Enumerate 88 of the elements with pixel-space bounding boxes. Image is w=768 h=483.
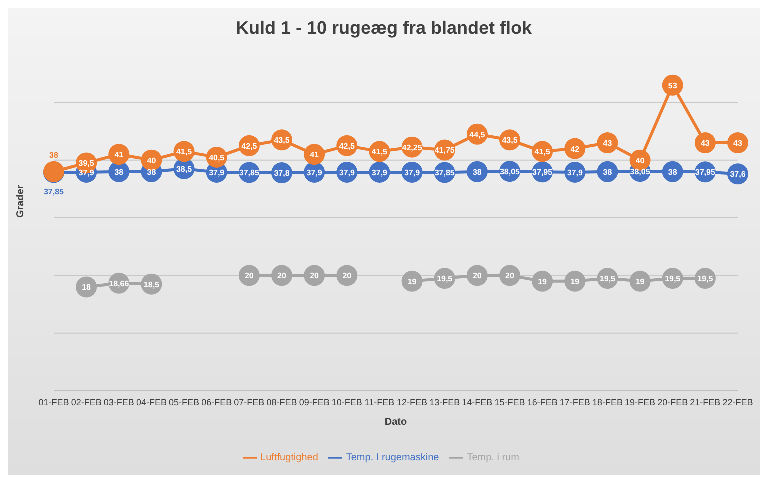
data-label: 41 <box>114 150 124 160</box>
x-tick-label: 19-FEB <box>625 397 656 408</box>
data-label: 37,9 <box>372 168 388 178</box>
data-label: 41,5 <box>372 148 388 157</box>
data-label: 42,5 <box>242 142 258 151</box>
legend-label: Temp. I rugemaskine <box>346 452 440 464</box>
y-axis-title: Grader <box>16 185 27 218</box>
data-label: 19 <box>408 277 418 286</box>
data-label: 20 <box>342 272 352 281</box>
data-label: 42 <box>570 144 580 154</box>
data-label: 43,5 <box>274 136 290 146</box>
data-label: 37,95 <box>695 168 716 178</box>
data-label: 37,9 <box>404 168 421 178</box>
x-tick-label: 09-FEB <box>299 397 330 408</box>
data-label: 38 <box>668 168 678 177</box>
x-tick-label: 22-FEB <box>722 397 754 408</box>
data-label: 40 <box>636 156 646 166</box>
data-label: 41,5 <box>534 148 551 157</box>
legend-label: Temp. i rum <box>467 452 520 464</box>
data-label: 42,5 <box>339 142 356 151</box>
x-tick-label: 13-FEB <box>430 397 460 408</box>
x-axis-title: Dato <box>384 417 408 428</box>
data-label: 19 <box>570 277 580 286</box>
data-label: 37,9 <box>567 168 584 178</box>
x-tick-label: 03-FEB <box>104 397 134 408</box>
x-tick-label: 12-FEB <box>397 397 428 408</box>
data-label: 37,95 <box>532 168 554 178</box>
x-tick-label: 06-FEB <box>202 397 232 408</box>
data-label: 19 <box>636 277 646 286</box>
data-label: 38,05 <box>500 168 521 177</box>
x-tick-label: 08-FEB <box>266 397 298 408</box>
x-tick-label: 15-FEB <box>494 397 526 408</box>
x-tick-label: 21-FEB <box>690 397 721 408</box>
x-tick-label: 18-FEB <box>592 397 623 408</box>
data-label: 19,5 <box>437 274 454 284</box>
data-label: 37,85 <box>434 168 456 178</box>
data-label: 38 <box>50 150 59 160</box>
data-label: 40,5 <box>209 153 226 162</box>
data-label: 37,85 <box>239 168 260 178</box>
data-label: 19,5 <box>665 274 682 284</box>
data-label: 20 <box>472 272 482 281</box>
data-label: 43 <box>700 139 710 148</box>
x-tick-label: 07-FEB <box>234 397 265 408</box>
data-label: 43 <box>734 139 743 148</box>
x-tick-label: 10-FEB <box>332 397 362 408</box>
x-tick-label: 02-FEB <box>71 397 102 408</box>
x-tick-label: 01-FEB <box>38 397 70 408</box>
data-label: 53 <box>668 81 678 90</box>
x-tick-label: 20-FEB <box>658 397 688 408</box>
data-label: 19,5 <box>698 274 714 284</box>
data-label: 18,66 <box>109 279 130 288</box>
x-tick-label: 05-FEB <box>169 397 200 408</box>
data-label: 19,5 <box>600 274 616 284</box>
data-label: 38 <box>147 168 157 177</box>
data-label: 37,9 <box>339 168 356 178</box>
x-tick-label: 04-FEB <box>136 397 167 408</box>
legend-label: Luftfugtighed <box>260 452 318 464</box>
data-label: 38 <box>114 168 124 177</box>
data-label: 37,85 <box>44 188 65 197</box>
data-label: 20 <box>310 272 320 281</box>
data-label: 37,6 <box>730 170 746 180</box>
data-label: 43,5 <box>502 136 518 146</box>
data-label: 37,9 <box>306 168 323 178</box>
data-label: 38,05 <box>630 168 651 177</box>
data-label: 44,5 <box>470 130 486 140</box>
data-label: 20 <box>244 272 254 281</box>
data-label: 42,25 <box>402 143 423 152</box>
data-label: 41,5 <box>176 148 193 157</box>
data-label: 18,5 <box>144 280 160 290</box>
x-tick-label: 14-FEB <box>462 397 493 408</box>
data-label: 37,8 <box>274 169 290 178</box>
data-label: 38,5 <box>176 164 193 174</box>
data-label: 40 <box>147 156 157 166</box>
chart-title: Kuld 1 - 10 rugeæg fra blandet flok <box>234 18 534 39</box>
data-label: 20 <box>278 272 287 281</box>
data-label: 18 <box>82 283 92 292</box>
data-label: 41 <box>310 150 320 160</box>
x-tick-label: 16-FEB <box>527 397 558 408</box>
data-label: 43 <box>603 139 613 148</box>
data-label: 38 <box>603 168 613 177</box>
data-label: 20 <box>506 272 515 281</box>
x-tick-label: 17-FEB <box>560 397 590 408</box>
data-label: 38 <box>472 168 482 177</box>
data-label: 37,9 <box>209 168 226 178</box>
data-label: 39,5 <box>78 159 95 168</box>
data-label: 41,75 <box>434 146 456 156</box>
data-label: 19 <box>538 277 548 286</box>
x-tick-label: 11-FEB <box>364 397 395 408</box>
